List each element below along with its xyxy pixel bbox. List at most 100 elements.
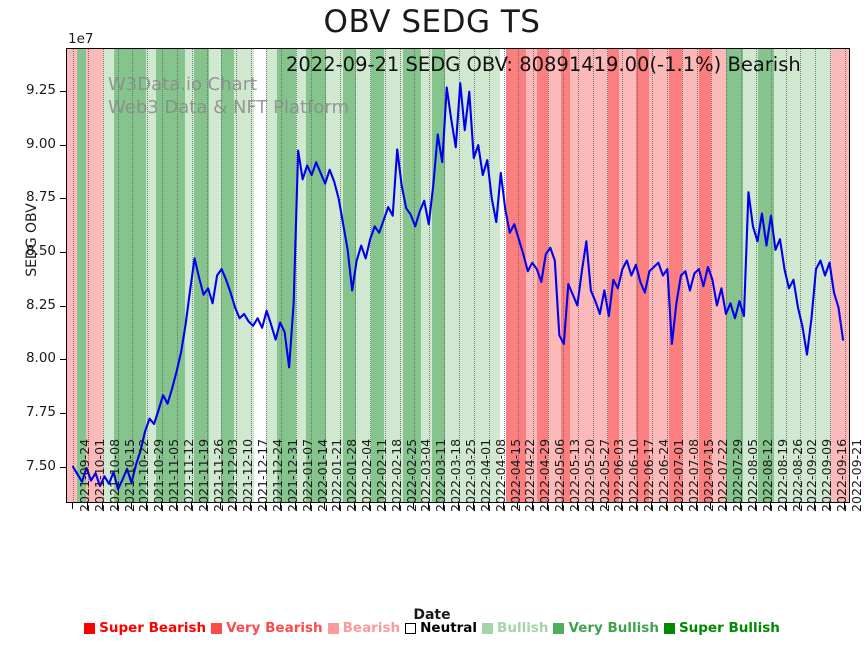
grid-line-vertical [741, 49, 743, 502]
grid-line-vertical [652, 49, 653, 502]
x-tick-label: 2022-01-14 [314, 438, 330, 512]
grid-line-vertical [577, 49, 579, 502]
sentiment-band [711, 49, 727, 502]
grid-line-vertical [384, 49, 386, 502]
x-tick-mark [443, 503, 445, 509]
sentiment-band [618, 49, 637, 502]
x-tick-mark [814, 503, 816, 509]
grid-line-vertical [473, 49, 475, 502]
grid-line-vertical [726, 49, 728, 502]
legend-item[interactable]: Bearish [327, 620, 401, 636]
sentiment-band [277, 49, 297, 502]
x-tick-mark [294, 503, 296, 509]
x-tick-mark [651, 503, 652, 509]
sentiment-band [669, 49, 683, 502]
x-tick-mark [754, 503, 756, 509]
x-tick-mark [220, 503, 222, 509]
x-tick-mark [398, 503, 400, 509]
x-tick-label: 2022-04-22 [522, 438, 538, 512]
x-tick-mark [175, 503, 177, 509]
sentiment-band [146, 49, 157, 502]
x-tick-label: 2021-10-08 [106, 438, 122, 512]
grid-line-vertical [548, 49, 550, 502]
x-tick-label: 2021-11-19 [195, 438, 211, 512]
x-tick-mark [606, 503, 608, 509]
plot-area [66, 48, 850, 503]
y-tick-mark [60, 466, 66, 468]
obv-line [71, 82, 845, 491]
legend-item[interactable]: Bullish [482, 620, 548, 636]
y-tick-label: 8.25 [25, 296, 56, 313]
x-tick-mark [740, 503, 742, 509]
x-tick-mark [383, 503, 385, 509]
x-tick-label: 2022-05-20 [581, 438, 597, 512]
grid-line-vertical [147, 49, 149, 502]
x-tick-label: 2022-01-07 [299, 438, 315, 512]
grid-line-vertical [592, 49, 594, 502]
legend-swatch-icon [663, 622, 675, 634]
watermark-line-2: Web3 Data & NFT Platform [108, 97, 350, 118]
legend-swatch-icon [327, 622, 339, 634]
legend-label: Super Bearish [99, 620, 207, 636]
grid-line-vertical [251, 49, 253, 502]
sentiment-band [220, 49, 235, 502]
sentiment-band [155, 49, 186, 502]
x-tick-label: 2022-09-09 [819, 438, 835, 512]
grid-line-vertical [845, 49, 846, 502]
x-tick-label: 2022-03-04 [418, 438, 434, 512]
legend-label: Bearish [342, 620, 401, 636]
x-tick-mark [487, 503, 489, 509]
sentiment-band [526, 49, 538, 502]
legend-item[interactable]: Very Bearish [211, 620, 323, 636]
sentiment-band [371, 49, 385, 502]
grid-line-vertical [340, 49, 342, 502]
x-tick-label: 2022-06-17 [641, 438, 657, 512]
grid-line-vertical [696, 49, 698, 502]
x-tick-label: 2022-01-28 [344, 438, 360, 512]
legend-item[interactable]: Super Bearish [84, 620, 206, 636]
x-tick-mark [458, 503, 459, 509]
x-tick-mark [72, 503, 73, 509]
grid-line-vertical [176, 49, 178, 502]
x-tick-mark [161, 503, 163, 509]
x-tick-mark [190, 503, 192, 509]
sentiment-band [648, 49, 670, 502]
grid-line-vertical [459, 49, 460, 502]
x-tick-mark [517, 503, 519, 509]
grid-line-vertical [607, 49, 609, 502]
sentiment-band [77, 49, 87, 502]
x-tick-label: 2021-11-05 [166, 438, 182, 512]
sentiment-band [194, 49, 210, 502]
grid-line-vertical [369, 49, 371, 502]
y-tick-label: 9.00 [25, 135, 56, 152]
y-tick-label: 7.50 [25, 457, 56, 474]
x-tick-label: 2022-02-11 [373, 438, 389, 512]
grid-line-vertical [429, 49, 431, 502]
sentiment-band [103, 49, 115, 502]
x-tick-mark [547, 503, 549, 509]
grid-line-vertical [488, 49, 490, 502]
x-tick-label: 2022-09-16 [834, 438, 850, 512]
x-tick-label: 2021-09-24 [77, 438, 92, 512]
grid-line-vertical [399, 49, 401, 502]
sentiment-bands [67, 49, 849, 502]
x-tick-mark [235, 503, 237, 509]
x-tick-label: 2022-09-21 [849, 438, 864, 512]
x-tick-mark [591, 503, 593, 509]
legend-item[interactable]: Neutral [405, 620, 477, 636]
legend-item[interactable]: Super Bullish [663, 620, 780, 636]
x-tick-label: 2021-10-22 [136, 438, 152, 512]
x-tick-label: 2022-03-25 [463, 438, 478, 512]
x-tick-mark [428, 503, 430, 509]
x-tick-label: 2022-03-18 [448, 438, 464, 512]
grid-line-vertical [755, 49, 757, 502]
x-tick-mark [116, 503, 118, 509]
x-tick-label: 2022-08-26 [789, 438, 805, 512]
y-axis-exponent-label: 1e7 [68, 31, 94, 47]
x-tick-label: 2022-04-08 [492, 438, 508, 512]
x-tick-label: 2021-12-31 [284, 438, 300, 512]
grid-line-vertical [444, 49, 446, 502]
y-axis-label: SEDG OBV [24, 203, 40, 277]
legend-item[interactable]: Very Bullish [553, 620, 659, 636]
